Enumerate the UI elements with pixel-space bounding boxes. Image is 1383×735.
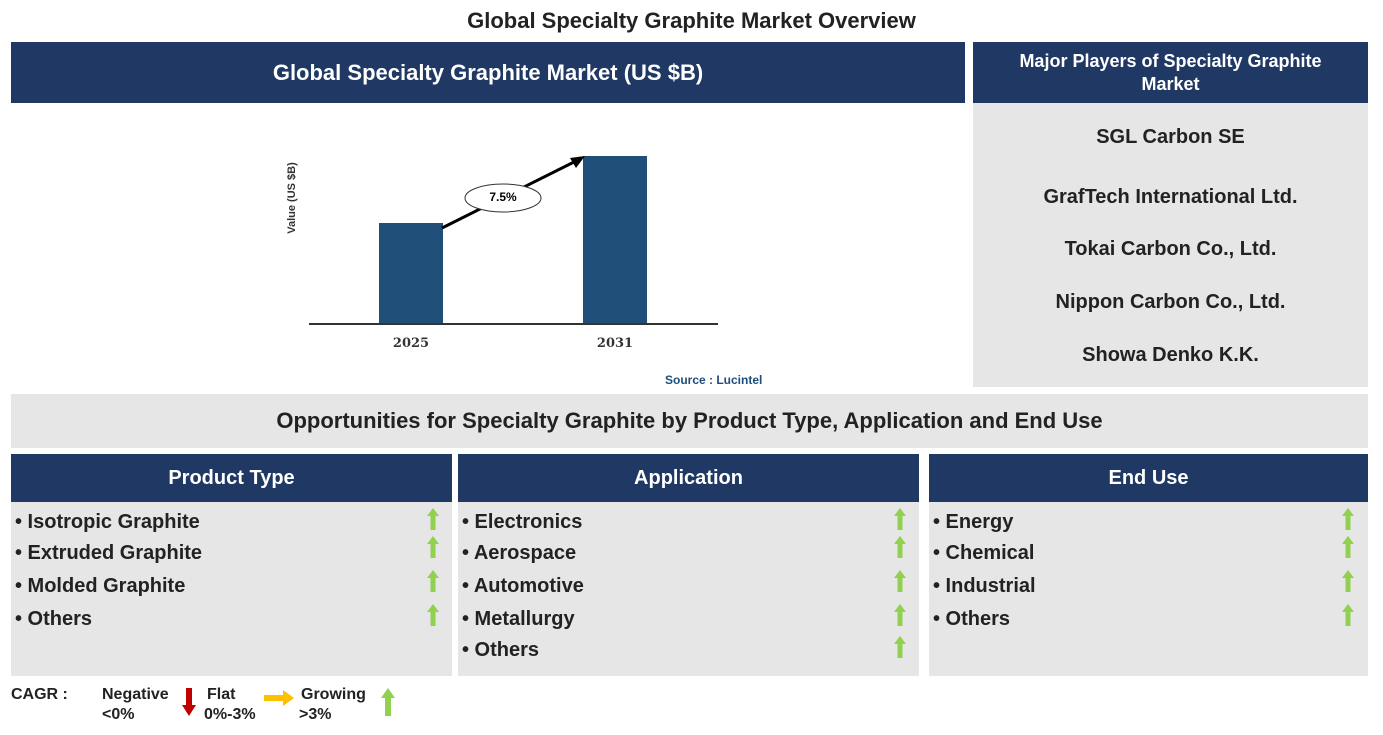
legend-growing-label: Growing xyxy=(301,686,366,703)
cagr-annotation: 7.5% xyxy=(489,190,517,204)
list-item: • Others xyxy=(933,608,1011,630)
growth-arrow-icon xyxy=(441,156,585,230)
legend-cagr-label: CAGR : xyxy=(11,686,68,703)
player-item: Tokai Carbon Co., Ltd. xyxy=(1064,238,1277,260)
legend-flat-label: Flat xyxy=(207,686,236,703)
list-item: • Chemical xyxy=(933,542,1035,564)
list-item: • Automotive xyxy=(462,575,584,597)
source-label: Source : Lucintel xyxy=(665,373,763,387)
player-item: Nippon Carbon Co., Ltd. xyxy=(1055,291,1286,313)
list-item: • Others xyxy=(462,639,540,661)
list-item: • Aerospace xyxy=(462,542,577,564)
list-item: • Electronics xyxy=(462,511,583,533)
application-list: • Electronics • Aerospace • Automotive •… xyxy=(458,502,919,676)
legend-growing-range: >3% xyxy=(299,706,332,723)
bar-2031 xyxy=(583,156,647,324)
product-type-header: Product Type xyxy=(11,454,452,502)
x-tick-2025: 2025 xyxy=(392,336,430,351)
list-item: • Industrial xyxy=(933,575,1036,597)
market-panel-header: Global Specialty Graphite Market (US $B) xyxy=(11,42,965,103)
application-header: Application xyxy=(458,454,919,502)
arrow-down-icon xyxy=(182,688,196,716)
legend-flat-range: 0%-3% xyxy=(204,706,256,723)
x-axis-line xyxy=(309,323,718,325)
bar-2025 xyxy=(379,223,443,324)
list-item: • Molded Graphite xyxy=(15,575,186,597)
arrow-up-icon xyxy=(381,688,395,716)
legend-negative-range: <0% xyxy=(102,706,135,723)
player-item: GrafTech International Ltd. xyxy=(1043,186,1298,208)
player-item: Showa Denko K.K. xyxy=(1082,344,1259,366)
end-use-list: • Energy • Chemical • Industrial • Other… xyxy=(929,502,1368,676)
players-panel-header: Major Players of Specialty Graphite Mark… xyxy=(973,42,1368,103)
end-use-header: End Use xyxy=(929,454,1368,502)
arrow-right-icon xyxy=(264,690,294,706)
opportunities-title: Opportunities for Specialty Graphite by … xyxy=(11,394,1368,448)
list-item: • Others xyxy=(15,608,93,630)
list-item: • Extruded Graphite xyxy=(15,542,203,564)
list-item: • Metallurgy xyxy=(462,608,575,630)
list-item: • Isotropic Graphite xyxy=(15,511,200,533)
x-tick-2031: 2031 xyxy=(596,336,634,351)
list-item: • Energy xyxy=(933,511,1014,533)
page-title: Global Specialty Graphite Market Overvie… xyxy=(467,8,916,33)
market-chart: Value (US $B) 2025 2031 7.5% Source : Lu… xyxy=(280,140,800,390)
player-item: SGL Carbon SE xyxy=(1096,126,1245,148)
players-list: SGL Carbon SE GrafTech International Ltd… xyxy=(973,103,1368,387)
product-type-list: • Isotropic Graphite • Extruded Graphite… xyxy=(11,502,452,676)
legend-negative-label: Negative xyxy=(102,686,169,703)
